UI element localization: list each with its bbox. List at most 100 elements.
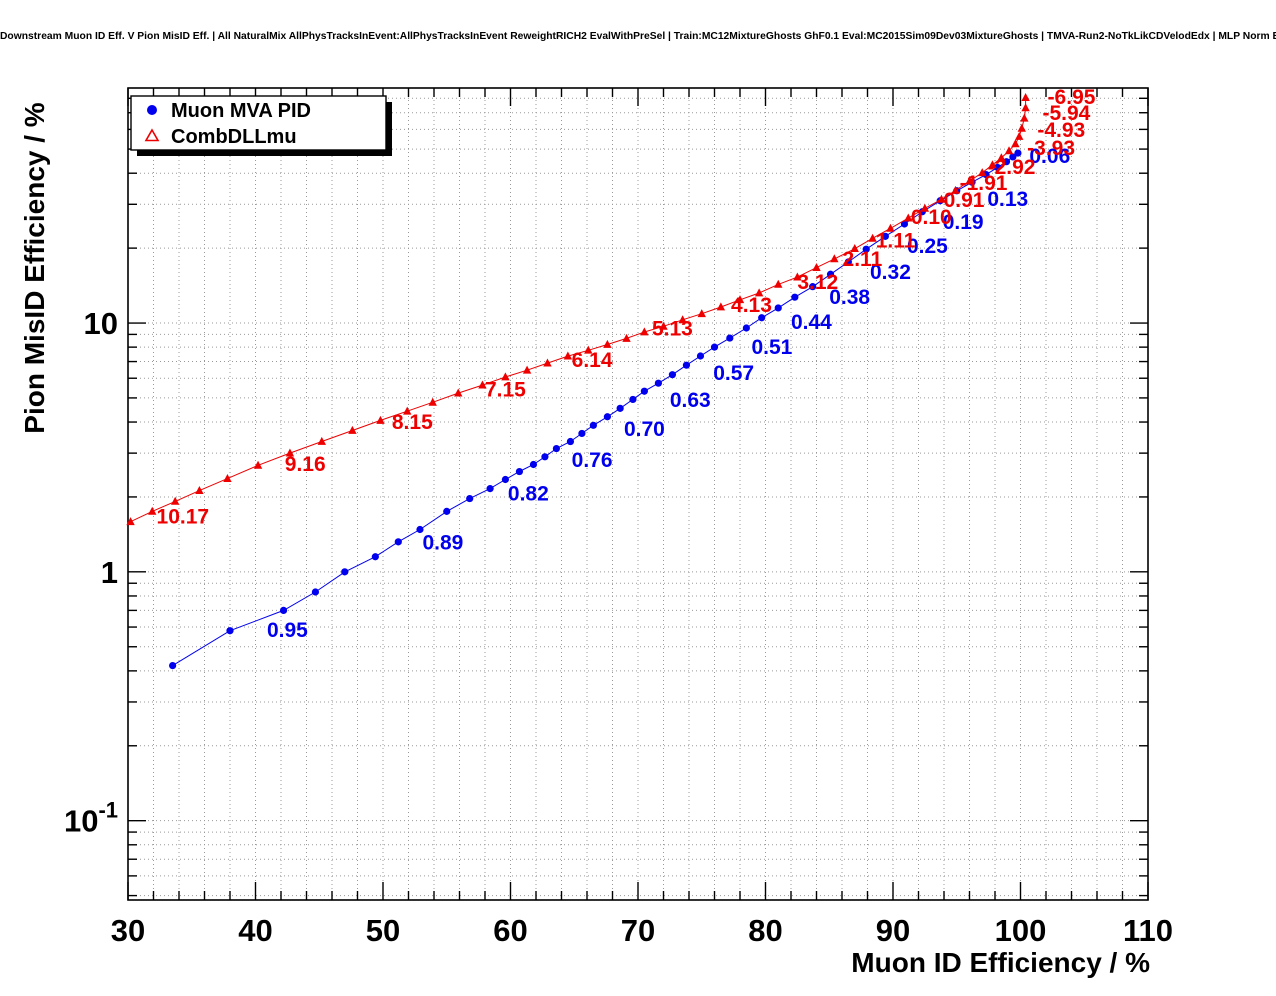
data-point — [371, 553, 379, 561]
series-combdllmu — [126, 93, 1030, 526]
data-point — [394, 538, 402, 546]
data-point — [862, 245, 870, 253]
data-point — [317, 436, 326, 445]
data-point — [486, 485, 494, 493]
data-point — [716, 302, 726, 311]
data-point — [311, 588, 320, 596]
point-label: -3.93 — [1027, 137, 1075, 160]
data-point — [169, 661, 177, 670]
data-point — [754, 288, 764, 297]
data-point — [279, 606, 288, 614]
point-label: 0.89 — [422, 532, 463, 555]
data-point — [629, 395, 637, 404]
point-label: 0.13 — [987, 188, 1028, 211]
series-labels-muon-mva-pid: 0.95 0.89 0.82 0.76 0.700.630.57 0.510.440.38… — [267, 145, 1070, 642]
data-point — [428, 397, 437, 406]
data-point — [881, 232, 889, 240]
data-point — [774, 279, 783, 288]
data-point — [552, 444, 561, 453]
data-point — [668, 371, 677, 379]
data-point — [603, 413, 612, 421]
y-tick-label: 10-1 — [64, 798, 118, 839]
data-point — [478, 380, 487, 389]
data-point — [563, 351, 573, 360]
data-point — [501, 372, 510, 381]
data-point — [900, 220, 909, 228]
x-tick-label: 80 — [748, 913, 782, 948]
data-point — [742, 324, 750, 332]
data-point — [697, 309, 706, 318]
data-point — [285, 448, 295, 457]
legend: Muon MVA PID CombDLLmu — [130, 95, 392, 156]
data-point — [920, 203, 930, 212]
plot-frame — [127, 87, 1149, 901]
data-point — [1014, 149, 1022, 157]
data-point — [223, 474, 232, 483]
data-point — [566, 437, 575, 446]
data-point — [616, 404, 624, 412]
data-point — [1017, 123, 1026, 132]
axis-ticks — [127, 88, 1149, 900]
data-point — [735, 295, 745, 304]
data-point — [126, 517, 135, 526]
data-point — [826, 270, 835, 278]
data-point — [443, 507, 451, 515]
point-label: 5.13 — [652, 318, 693, 341]
data-point — [904, 213, 913, 222]
point-label: -0.91 — [937, 189, 985, 212]
data-point — [640, 387, 648, 395]
data-point — [589, 421, 597, 429]
y-tick-label: 1 — [101, 555, 118, 590]
data-point — [1015, 131, 1024, 140]
data-point — [416, 525, 424, 534]
point-label: -1.91 — [960, 172, 1008, 195]
point-label: 0.57 — [713, 362, 754, 385]
x-tick-label: 110 — [1123, 913, 1173, 948]
x-axis-title: Muon ID Efficiency / % — [851, 947, 1150, 978]
data-point — [148, 506, 157, 515]
data-point — [1009, 153, 1017, 161]
point-label: 0.70 — [624, 418, 665, 441]
grid-lines — [128, 88, 1148, 900]
plot-title: Downstream Muon ID Eff. V Pion MisID Eff… — [0, 31, 1276, 42]
point-label: -6.95 — [1048, 86, 1096, 109]
point-label: 0.19 — [943, 211, 984, 234]
data-point — [868, 233, 877, 242]
data-point — [522, 365, 532, 374]
data-point — [993, 163, 1002, 172]
data-point — [830, 254, 839, 263]
y-axis-title: Pion MisID Efficiency / % — [19, 102, 50, 434]
data-point — [844, 258, 852, 266]
data-point — [376, 415, 385, 424]
point-label: 0.76 — [572, 449, 613, 472]
point-label: -4.93 — [1037, 119, 1085, 142]
data-point — [348, 425, 357, 434]
point-label: 0.44 — [791, 311, 832, 334]
data-point — [578, 429, 586, 438]
data-point — [501, 475, 509, 484]
data-point — [850, 244, 859, 253]
point-label: 0.10 — [911, 206, 952, 229]
x-tick-label: 60 — [493, 913, 527, 948]
data-point — [253, 460, 263, 469]
x-tick-label: 50 — [366, 913, 400, 948]
data-point — [696, 352, 705, 360]
legend-label: Muon MVA PID — [171, 100, 311, 122]
data-point — [937, 194, 946, 203]
x-tick-label: 70 — [621, 913, 655, 948]
data-point — [812, 262, 821, 271]
x-tick-labels: 30 40 50 60 70 80 90 100 110 — [111, 913, 1173, 948]
data-point — [659, 321, 668, 330]
legend-marker-circle — [147, 105, 157, 115]
point-label: 0.63 — [670, 389, 711, 412]
data-point — [978, 168, 987, 177]
point-label: 0.51 — [751, 336, 792, 359]
data-point — [195, 486, 204, 495]
data-point — [584, 345, 593, 354]
data-point — [622, 333, 631, 342]
data-point — [654, 379, 663, 387]
point-label: 10.17 — [157, 505, 210, 528]
legend-marker-triangle — [144, 128, 160, 142]
data-point — [886, 223, 895, 232]
